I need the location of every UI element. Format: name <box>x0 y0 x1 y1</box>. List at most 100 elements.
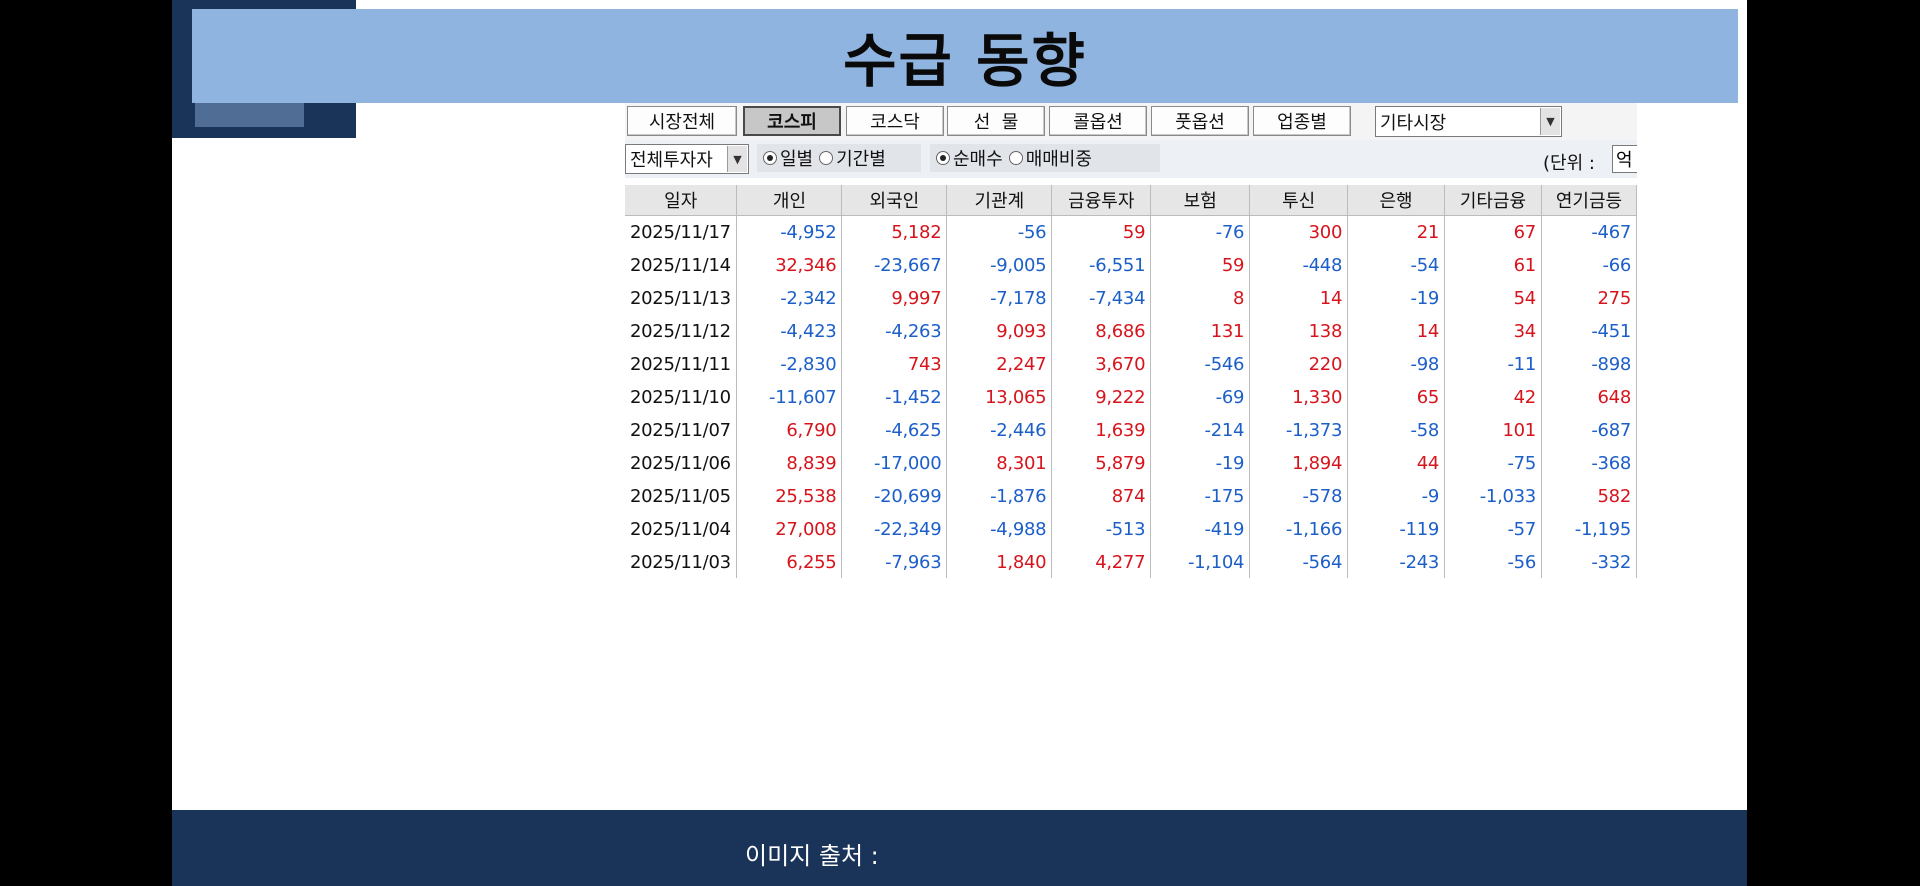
table-header-row: 일자 개인 외국인 기관계 금융투자 보험 투신 은행 기타금융 연기금등 <box>625 185 1637 216</box>
radio-trade-ratio-label: 매매비중 <box>1025 149 1092 170</box>
value-cell: -57 <box>1444 513 1542 546</box>
value-cell: -1,104 <box>1150 546 1251 578</box>
unit-label: (단위 : <box>1543 153 1595 174</box>
column-header[interactable]: 투신 <box>1249 185 1349 216</box>
market-select[interactable]: 기타시장 ▼ <box>1375 106 1562 137</box>
value-cell: -66 <box>1541 249 1637 282</box>
radio-checked-icon <box>936 151 950 165</box>
table-row[interactable]: 2025/11/06 8,839 -17,000 8,301 5,879 -19 1,894… <box>625 447 1637 480</box>
value-cell: -23,667 <box>841 249 948 282</box>
tab-market-all[interactable]: 시장전체 <box>627 106 737 136</box>
value-cell: 21 <box>1347 215 1446 249</box>
image-source-label: 이미지 출처 : <box>745 842 879 870</box>
value-cell: -7,434 <box>1051 282 1152 315</box>
footer-band: 이미지 출처 : <box>172 810 1747 886</box>
table-row[interactable]: 2025/11/13 -2,342 9,997 -7,178 -7,434 8 14 -19 5… <box>625 282 1637 315</box>
value-cell: -451 <box>1541 315 1637 348</box>
value-cell: -467 <box>1541 215 1637 249</box>
chevron-down-icon[interactable]: ▼ <box>1540 108 1560 135</box>
value-cell: 9,997 <box>841 282 948 315</box>
value-cell: 9,093 <box>946 315 1053 348</box>
value-cell: 8 <box>1150 282 1251 315</box>
unit-select[interactable]: 억 <box>1612 145 1637 173</box>
table-row[interactable]: 2025/11/11 -2,830 743 2,247 3,670 -546 220 -98-… <box>625 348 1637 381</box>
value-cell: -1,195 <box>1541 513 1637 546</box>
value-cell: -2,342 <box>736 282 843 315</box>
column-header[interactable]: 보험 <box>1150 185 1251 216</box>
value-cell: 8,686 <box>1051 315 1152 348</box>
value-cell: 59 <box>1150 249 1251 282</box>
value-cell: -368 <box>1541 447 1637 480</box>
corner-decoration-inner <box>195 99 304 127</box>
table-row[interactable]: 2025/11/03 6,255 -7,963 1,840 4,277 -1,104 -56… <box>625 546 1637 578</box>
value-cell: 59 <box>1051 215 1152 249</box>
value-cell: -175 <box>1150 480 1251 513</box>
date-cell: 2025/11/10 <box>625 381 738 414</box>
radio-unchecked-icon <box>1008 151 1023 165</box>
value-cell: -54 <box>1347 249 1446 282</box>
table-row[interactable]: 2025/11/12 -4,423 -4,263 9,093 8,686 131 138 14… <box>625 315 1637 348</box>
value-cell: -20,699 <box>841 480 948 513</box>
investor-select[interactable]: 전체투자자 ▼ <box>625 144 749 174</box>
value-cell: 1,894 <box>1249 447 1349 480</box>
column-header[interactable]: 은행 <box>1347 185 1446 216</box>
value-cell: 300 <box>1249 215 1349 249</box>
tab-call-option[interactable]: 콜옵션 <box>1049 106 1147 136</box>
value-cell: -11 <box>1444 348 1542 381</box>
table-row[interactable]: 2025/11/14 32,346 -23,667 -9,005 -6,551 59 -44… <box>625 249 1637 282</box>
column-header[interactable]: 기타금융 <box>1444 185 1542 216</box>
value-cell: -513 <box>1051 513 1152 546</box>
value-cell: 6,790 <box>736 414 843 447</box>
value-cell: 4,277 <box>1051 546 1152 578</box>
value-cell: -1,033 <box>1444 480 1542 513</box>
value-cell: 14 <box>1347 315 1446 348</box>
column-header[interactable]: 개인 <box>736 185 843 216</box>
value-cell: -9,005 <box>946 249 1053 282</box>
value-cell: 54 <box>1444 282 1542 315</box>
value-cell: 67 <box>1444 215 1542 249</box>
value-cell: 101 <box>1444 414 1542 447</box>
date-cell: 2025/11/07 <box>625 414 738 447</box>
value-cell: 138 <box>1249 315 1349 348</box>
column-header[interactable]: 금융투자 <box>1051 185 1152 216</box>
table-row[interactable]: 2025/11/07 6,790 -4,625 -2,446 1,639 -214 -1,3… <box>625 414 1637 447</box>
value-cell: -119 <box>1347 513 1446 546</box>
market-tabbar: 시장전체 코스피 코스닥 선 물 콜옵션 풋옵션 업종별 기타시장 ▼ <box>625 103 1637 140</box>
value-cell: -2,830 <box>736 348 843 381</box>
radio-daily[interactable]: 일별 <box>763 145 813 171</box>
date-cell: 2025/11/13 <box>625 282 738 315</box>
tab-kospi[interactable]: 코스피 <box>743 106 841 136</box>
value-cell: 34 <box>1444 315 1542 348</box>
value-cell: -448 <box>1249 249 1349 282</box>
mode-radio-group: 순매수 매매비중 <box>930 144 1160 172</box>
value-cell: 220 <box>1249 348 1349 381</box>
value-cell: -69 <box>1150 381 1251 414</box>
tab-futures[interactable]: 선 물 <box>947 106 1045 136</box>
tab-put-option[interactable]: 풋옵션 <box>1151 106 1249 136</box>
column-header[interactable]: 연기금등 <box>1541 185 1637 216</box>
radio-range[interactable]: 기간별 <box>819 145 886 171</box>
radio-trade-ratio[interactable]: 매매비중 <box>1008 145 1092 171</box>
tab-by-sector[interactable]: 업종별 <box>1253 106 1351 136</box>
options-bar: 전체투자자 ▼ 일별 기간별 순매수 <box>625 140 1637 178</box>
value-cell: -2,446 <box>946 414 1053 447</box>
radio-net-buy-label: 순매수 <box>953 149 1003 170</box>
table-row[interactable]: 2025/11/10 -11,607 -1,452 13,065 9,222 -69 1,3… <box>625 381 1637 414</box>
chevron-down-icon[interactable]: ▼ <box>727 146 747 172</box>
column-header[interactable]: 기관계 <box>946 185 1053 216</box>
investor-flow-table: 일자 개인 외국인 기관계 금융투자 보험 투신 은행 기타금융 연기금등 2025/11/17-… <box>625 185 1637 578</box>
value-cell: -17,000 <box>841 447 948 480</box>
date-cell: 2025/11/06 <box>625 447 738 480</box>
tab-kosdaq[interactable]: 코스닥 <box>846 106 944 136</box>
radio-net-buy[interactable]: 순매수 <box>936 145 1003 171</box>
slide-title: 수급 동향 <box>843 27 1087 95</box>
table-row[interactable]: 2025/11/04 27,008 -22,349 -4,988 -513 -419 -1,… <box>625 513 1637 546</box>
column-header[interactable]: 일자 <box>625 185 738 216</box>
value-cell: -898 <box>1541 348 1637 381</box>
column-header[interactable]: 외국인 <box>841 185 948 216</box>
table-row[interactable]: 2025/11/05 25,538 -20,699 -1,876 874 -175 -578… <box>625 480 1637 513</box>
unit-value: 억 <box>1616 150 1633 171</box>
table-row[interactable]: 2025/11/17 -4,952 5,182 -56 59 -76 300 21 67 -467 <box>625 215 1637 249</box>
value-cell: 582 <box>1541 480 1637 513</box>
value-cell: -4,625 <box>841 414 948 447</box>
